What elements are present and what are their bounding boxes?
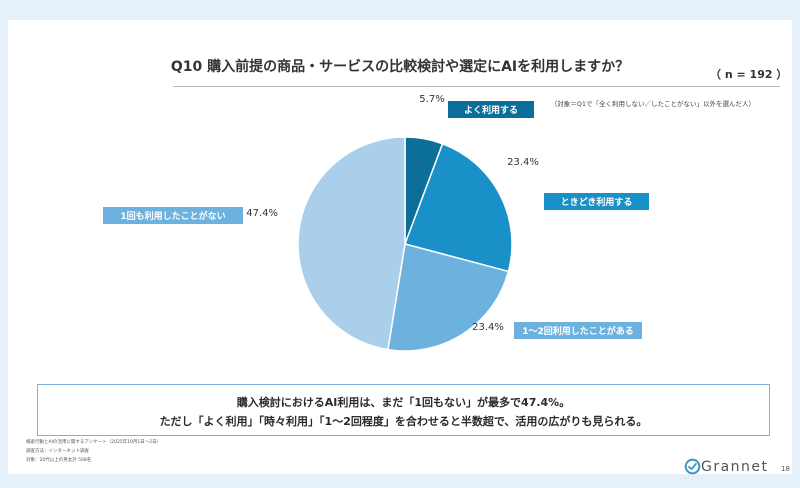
category-tag-1 bbox=[448, 101, 534, 118]
category-label-2: ときどき利用する bbox=[561, 196, 633, 208]
sample-size-label: （ n = 192 ） bbox=[710, 68, 788, 81]
pie-percent-labels: 5.7% 23.4% 23.4% 47.4% bbox=[246, 94, 539, 333]
grannet-logo: Grannet bbox=[684, 458, 769, 475]
pie-slices bbox=[297, 136, 513, 352]
category-tag-3 bbox=[514, 322, 642, 339]
title-divider bbox=[173, 86, 780, 87]
pie-slice-2 bbox=[404, 142, 513, 273]
page-number: 18 bbox=[781, 465, 790, 473]
category-label-4: 1回も利用したことがない bbox=[120, 210, 225, 222]
summary-box: 購入検討におけるAI利用は、まだ「1回もない」が最多で47.4%。 ただし「よく… bbox=[37, 384, 770, 436]
category-label-3: 1〜2回利用したことがある bbox=[522, 325, 634, 337]
footer-target: 対象：20代以上の男女計 508名 bbox=[26, 458, 92, 463]
slide: Q10 購入前提の商品・サービスの比較検討や選定にAIを利用しますか？ （ n … bbox=[8, 20, 792, 475]
category-tag-4 bbox=[103, 207, 243, 224]
pie-slice-4 bbox=[297, 136, 406, 351]
percent-label-2: 23.4% bbox=[507, 157, 539, 168]
logo-text: Grannet bbox=[701, 458, 769, 475]
category-tag-2 bbox=[544, 193, 649, 210]
footer-survey-name: 検索行動とAIの活用に関するアンケート（2025年10月1日〜2日） bbox=[26, 440, 162, 445]
percent-label-3: 23.4% bbox=[472, 322, 504, 333]
summary-line-1: 購入検討におけるAI利用は、まだ「1回もない」が最多で47.4%。 bbox=[236, 396, 571, 409]
pie-slice-3 bbox=[387, 243, 510, 352]
percent-label-1: 5.7% bbox=[419, 94, 444, 105]
percent-label-4: 47.4% bbox=[246, 208, 278, 219]
chart-title: Q10 購入前提の商品・サービスの比較検討や選定にAIを利用しますか？ bbox=[170, 59, 630, 75]
category-label-1: よく利用する bbox=[464, 104, 518, 116]
summary-line-2: ただし「よく利用」「時々利用」「1〜2回程度」を合わせると半数超で、活用の広がり… bbox=[159, 415, 648, 428]
pie-chart: よく利用するときどき利用する1〜2回利用したことがある1回も利用したことがない … bbox=[103, 94, 649, 352]
grannet-logo-icon bbox=[684, 458, 701, 475]
target-note: （対象＝Q1で「全く利用しない／したことがない」以外を選んだ人） bbox=[550, 100, 755, 108]
footer-method: 調査方法：インターネット調査 bbox=[26, 449, 89, 454]
